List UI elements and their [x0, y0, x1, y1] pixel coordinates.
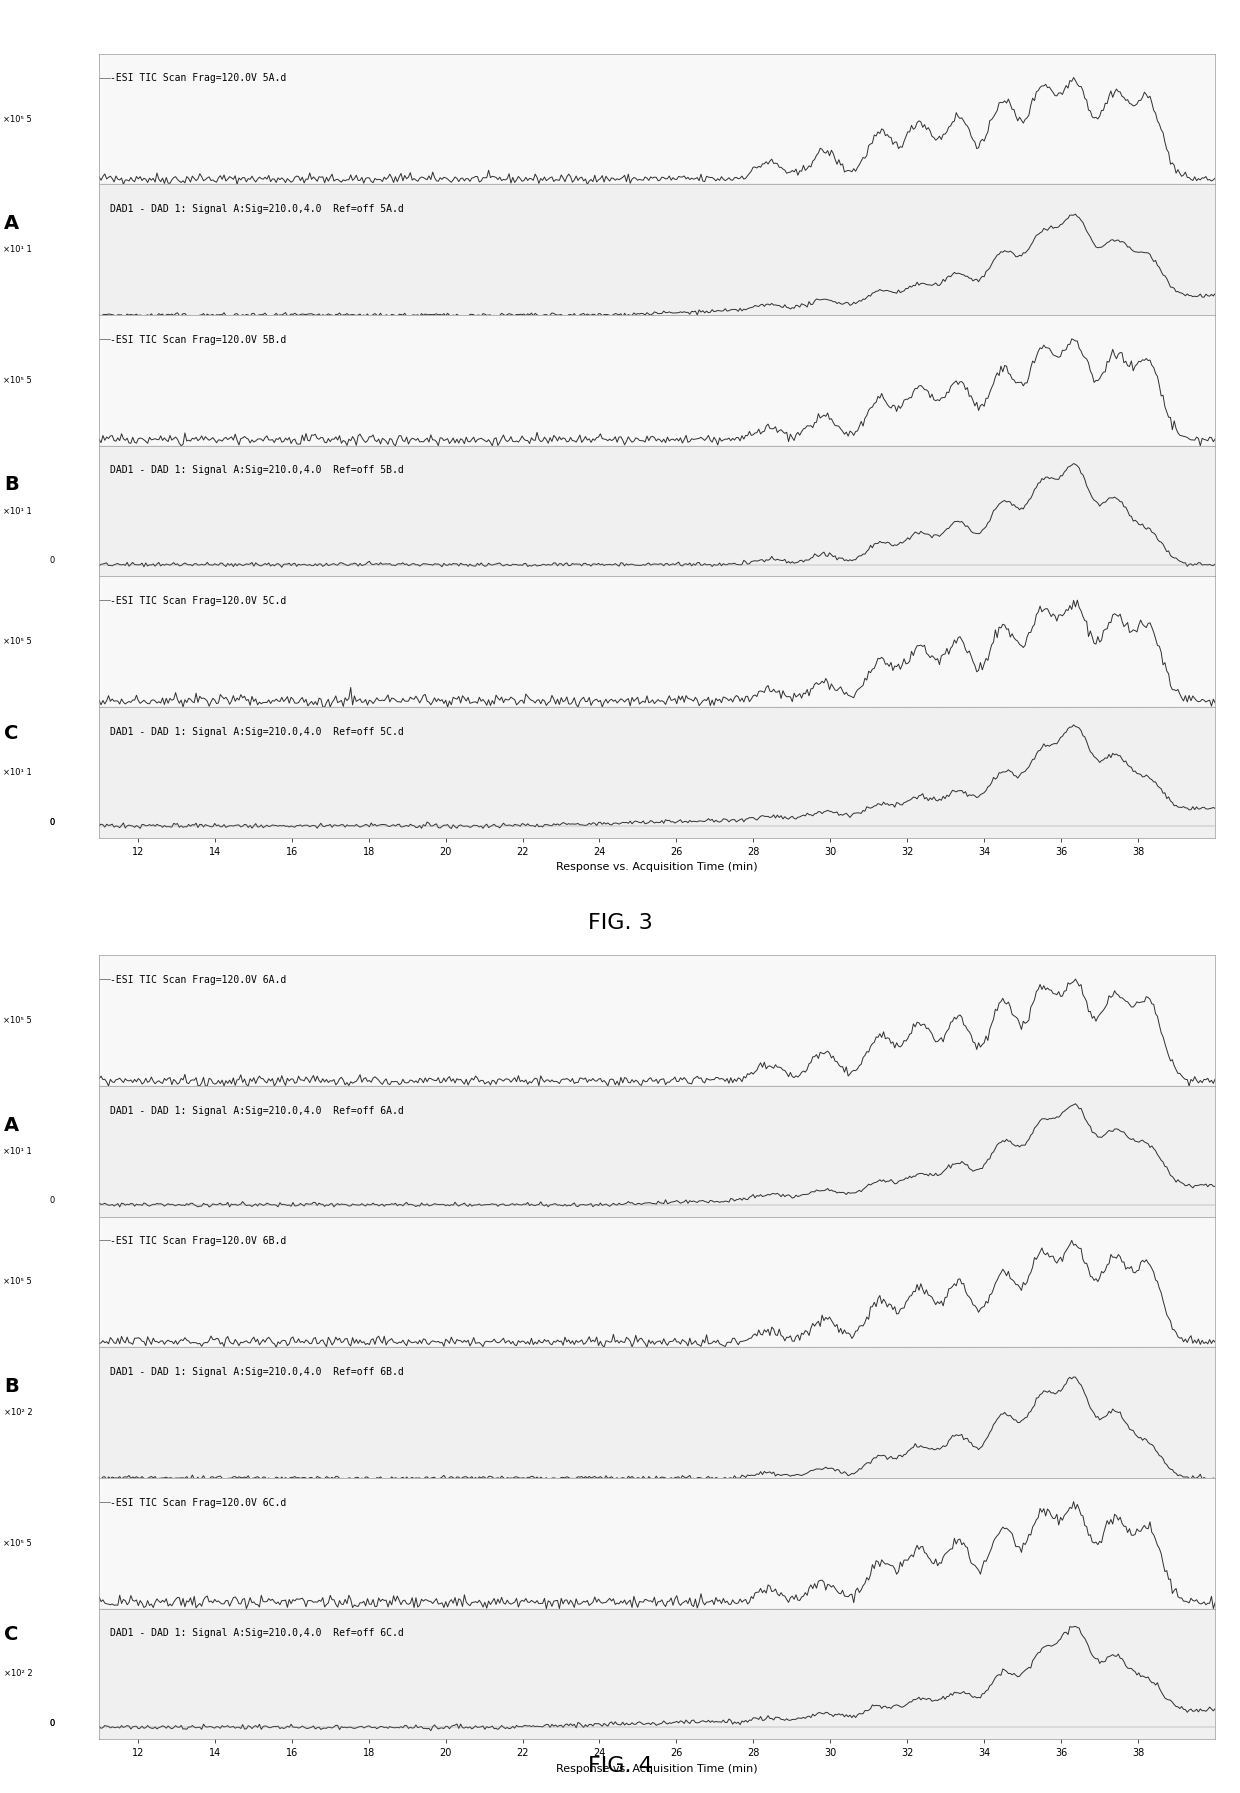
Text: DAD1 - DAD 1: Signal A:Sig=210.0,4.0  Ref=off 6B.d: DAD1 - DAD 1: Signal A:Sig=210.0,4.0 Ref… — [110, 1366, 404, 1377]
Text: ×10¹ 1: ×10¹ 1 — [4, 1148, 32, 1156]
Text: 0: 0 — [50, 1719, 55, 1728]
Text: DAD1 - DAD 1: Signal A:Sig=210.0,4.0  Ref=off 5A.d: DAD1 - DAD 1: Signal A:Sig=210.0,4.0 Ref… — [110, 204, 404, 213]
Text: 0: 0 — [50, 1196, 55, 1205]
Text: A: A — [4, 213, 20, 233]
Text: ×10² 2: ×10² 2 — [4, 1669, 32, 1678]
Text: -ESI TIC Scan Frag=120.0V 6A.d: -ESI TIC Scan Frag=120.0V 6A.d — [110, 975, 286, 984]
Text: ×10² 2: ×10² 2 — [4, 1408, 32, 1416]
Text: -ESI TIC Scan Frag=120.0V 5B.d: -ESI TIC Scan Frag=120.0V 5B.d — [110, 335, 286, 344]
Text: 0: 0 — [50, 556, 55, 565]
Text: ×10⁵ 5: ×10⁵ 5 — [4, 377, 32, 385]
Text: 0: 0 — [50, 818, 55, 827]
Text: ×10¹ 1: ×10¹ 1 — [4, 507, 32, 516]
X-axis label: Response vs. Acquisition Time (min): Response vs. Acquisition Time (min) — [557, 862, 758, 871]
Text: B: B — [4, 1377, 19, 1397]
Text: ×10⁵ 5: ×10⁵ 5 — [4, 115, 32, 124]
Text: A: A — [4, 1115, 20, 1135]
Text: -ESI TIC Scan Frag=120.0V 6B.d: -ESI TIC Scan Frag=120.0V 6B.d — [110, 1235, 286, 1246]
Text: 0: 0 — [50, 818, 55, 827]
Text: B: B — [4, 475, 19, 495]
Text: ×10⁵ 5: ×10⁵ 5 — [4, 637, 32, 645]
X-axis label: Response vs. Acquisition Time (min): Response vs. Acquisition Time (min) — [557, 1764, 758, 1773]
Text: -ESI TIC Scan Frag=120.0V 5C.d: -ESI TIC Scan Frag=120.0V 5C.d — [110, 595, 286, 606]
Text: ×10⁵ 5: ×10⁵ 5 — [4, 1538, 32, 1547]
Text: ×10⁵ 5: ×10⁵ 5 — [4, 1017, 32, 1026]
Text: C: C — [4, 1624, 19, 1644]
Text: DAD1 - DAD 1: Signal A:Sig=210.0,4.0  Ref=off 5C.d: DAD1 - DAD 1: Signal A:Sig=210.0,4.0 Ref… — [110, 726, 404, 737]
Text: -ESI TIC Scan Frag=120.0V 6C.d: -ESI TIC Scan Frag=120.0V 6C.d — [110, 1497, 286, 1508]
Text: -ESI TIC Scan Frag=120.0V 5A.d: -ESI TIC Scan Frag=120.0V 5A.d — [110, 74, 286, 84]
Text: DAD1 - DAD 1: Signal A:Sig=210.0,4.0  Ref=off 6A.d: DAD1 - DAD 1: Signal A:Sig=210.0,4.0 Ref… — [110, 1106, 404, 1115]
Text: FIG. 3: FIG. 3 — [588, 913, 652, 934]
Text: ×10¹ 1: ×10¹ 1 — [4, 246, 32, 255]
Text: 0: 0 — [50, 1719, 55, 1728]
Text: ×10¹ 1: ×10¹ 1 — [4, 767, 32, 776]
Text: DAD1 - DAD 1: Signal A:Sig=210.0,4.0  Ref=off 6C.d: DAD1 - DAD 1: Signal A:Sig=210.0,4.0 Ref… — [110, 1628, 404, 1639]
Text: FIG. 4: FIG. 4 — [588, 1755, 652, 1777]
Text: ×10⁵ 5: ×10⁵ 5 — [4, 1277, 32, 1286]
Text: C: C — [4, 724, 19, 742]
Text: DAD1 - DAD 1: Signal A:Sig=210.0,4.0  Ref=off 5B.d: DAD1 - DAD 1: Signal A:Sig=210.0,4.0 Ref… — [110, 466, 404, 475]
